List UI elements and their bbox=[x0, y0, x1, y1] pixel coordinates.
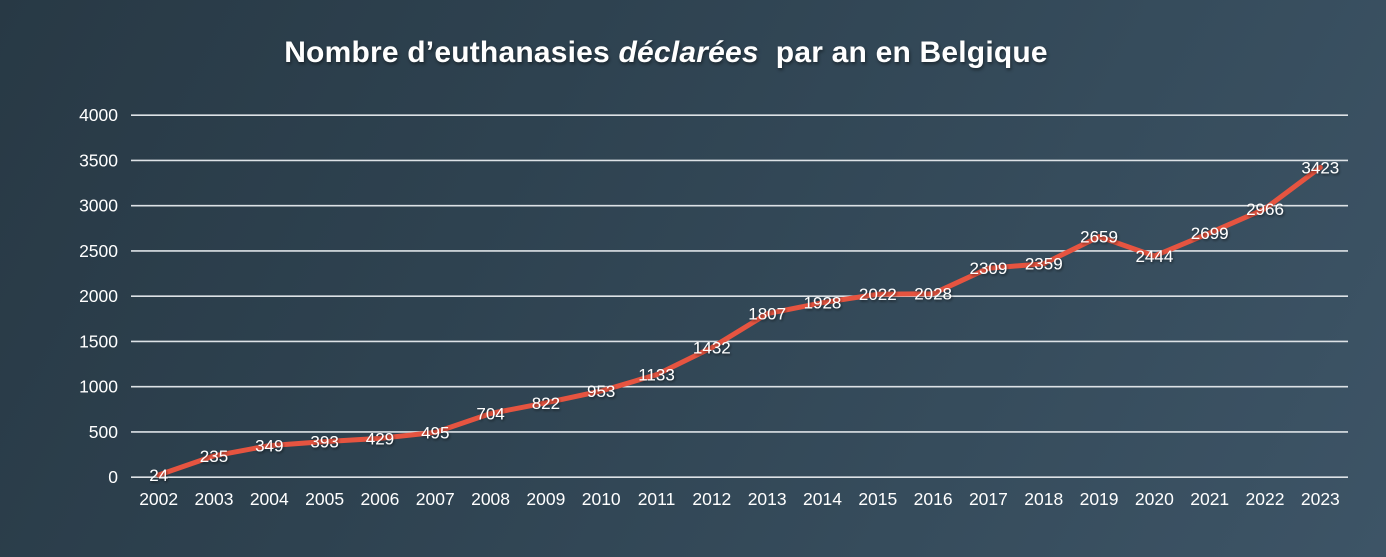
x-tick-label-2017: 2017 bbox=[969, 489, 1008, 509]
y-tick-label-4000: 4000 bbox=[79, 105, 118, 125]
trend-line bbox=[156, 164, 1323, 478]
x-tick-label-2008: 2008 bbox=[471, 489, 510, 509]
y-tick-label-1000: 1000 bbox=[79, 377, 118, 397]
x-tick-label-2006: 2006 bbox=[360, 489, 399, 509]
y-axis-labels: 0 500 1000 1500 2000 2500 3000 3500 4000 bbox=[79, 105, 118, 487]
data-label-2005: 393 bbox=[310, 433, 338, 452]
data-label-2023: 3423 bbox=[1301, 158, 1339, 177]
data-label-2020: 2444 bbox=[1135, 247, 1173, 266]
data-label-2017: 2309 bbox=[970, 259, 1008, 278]
data-label-2009: 822 bbox=[532, 394, 560, 413]
x-tick-label-2014: 2014 bbox=[803, 489, 842, 509]
data-label-2010: 953 bbox=[587, 382, 615, 401]
chart-title: Nombre d’euthanasies déclarées par an en… bbox=[0, 36, 1332, 70]
x-tick-label-2015: 2015 bbox=[858, 489, 897, 509]
data-label-2019: 2659 bbox=[1080, 228, 1118, 247]
data-label-2006: 429 bbox=[366, 429, 394, 448]
data-label-2012: 1432 bbox=[693, 339, 731, 358]
x-tick-label-2007: 2007 bbox=[416, 489, 455, 509]
data-label-2018: 2359 bbox=[1025, 255, 1063, 274]
x-tick-label-2005: 2005 bbox=[305, 489, 344, 509]
data-label-2015: 2022 bbox=[859, 285, 897, 304]
x-axis-labels: 2002 2003 2004 2005 2006 2007 2008 2009 2010 2011… bbox=[139, 489, 1340, 509]
data-label-2008: 704 bbox=[476, 404, 504, 423]
data-label-2021: 2699 bbox=[1191, 224, 1229, 243]
data-label-2003: 235 bbox=[200, 447, 228, 466]
x-tick-label-2021: 2021 bbox=[1190, 489, 1229, 509]
x-tick-label-2004: 2004 bbox=[250, 489, 289, 509]
y-tick-label-3000: 3000 bbox=[79, 196, 118, 216]
x-tick-label-2013: 2013 bbox=[748, 489, 787, 509]
data-labels: 24 235 349 393 429 495 704 822 953 1133 1432 1807 19… bbox=[149, 158, 1339, 485]
x-tick-label-2023: 2023 bbox=[1301, 489, 1340, 509]
x-tick-label-2003: 2003 bbox=[195, 489, 234, 509]
gridlines bbox=[131, 114, 1348, 479]
chart-title-part2-italic: déclarées bbox=[618, 36, 759, 69]
x-tick-label-2012: 2012 bbox=[692, 489, 731, 509]
y-tick-label-500: 500 bbox=[89, 422, 118, 442]
chart-title-part1: Nombre d’euthanasies bbox=[284, 36, 619, 69]
y-tick-label-2500: 2500 bbox=[79, 241, 118, 261]
data-label-2014: 1928 bbox=[804, 294, 842, 313]
y-tick-label-2000: 2000 bbox=[79, 286, 118, 306]
data-label-2002: 24 bbox=[149, 466, 168, 485]
x-tick-label-2010: 2010 bbox=[582, 489, 621, 509]
x-tick-label-2022: 2022 bbox=[1246, 489, 1285, 509]
chart-title-part3: par an en Belgique bbox=[758, 36, 1048, 69]
data-label-2016: 2028 bbox=[914, 285, 952, 304]
data-series bbox=[156, 164, 1323, 478]
y-tick-label-3500: 3500 bbox=[79, 150, 118, 170]
data-label-2011: 1133 bbox=[638, 366, 675, 385]
y-tick-label-1500: 1500 bbox=[79, 331, 118, 351]
x-tick-label-2002: 2002 bbox=[139, 489, 178, 509]
data-label-2004: 349 bbox=[255, 437, 283, 456]
x-tick-label-2020: 2020 bbox=[1135, 489, 1174, 509]
x-tick-label-2018: 2018 bbox=[1024, 489, 1063, 509]
x-tick-label-2009: 2009 bbox=[526, 489, 565, 509]
x-tick-label-2019: 2019 bbox=[1080, 489, 1119, 509]
x-tick-label-2011: 2011 bbox=[638, 489, 676, 509]
y-tick-label-0: 0 bbox=[108, 467, 118, 487]
data-label-2022: 2966 bbox=[1246, 200, 1284, 219]
data-label-2013: 1807 bbox=[748, 305, 786, 324]
x-tick-label-2016: 2016 bbox=[914, 489, 953, 509]
data-label-2007: 495 bbox=[421, 423, 449, 442]
